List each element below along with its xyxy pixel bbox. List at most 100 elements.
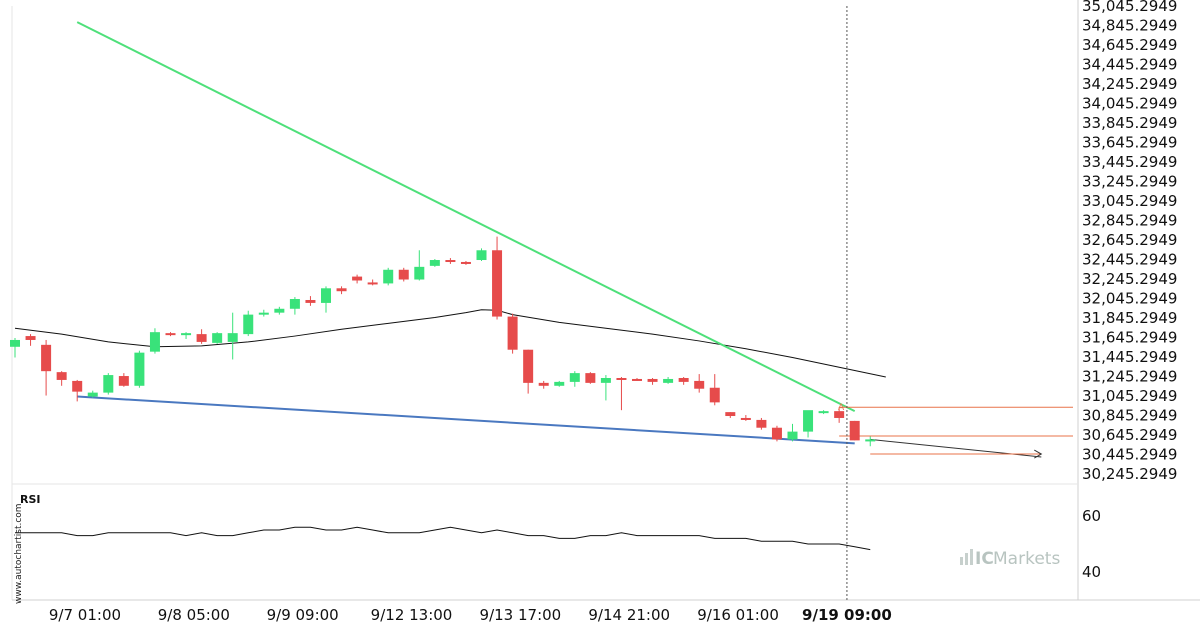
candle-down <box>352 276 363 281</box>
price-tick-label: 30,445.2949 <box>1082 446 1177 464</box>
rsi-tick-label: 40 <box>1082 563 1101 581</box>
price-tick-label: 34,445.2949 <box>1082 56 1177 74</box>
time-tick-label: 9/16 01:00 <box>697 606 779 624</box>
candle-up <box>600 377 611 383</box>
price-tick-label: 32,045.2949 <box>1082 290 1177 308</box>
candle-down <box>771 427 782 440</box>
candlesticks <box>10 236 876 447</box>
candle-up <box>476 250 487 261</box>
candle-down <box>367 282 378 285</box>
candle-down <box>616 377 627 380</box>
chart-frame <box>11 0 1200 601</box>
price-tick-label: 30,845.2949 <box>1082 407 1177 425</box>
candle-up <box>554 381 565 386</box>
candle-up <box>258 312 269 315</box>
candle-up <box>227 333 238 342</box>
moving-average-line <box>14 309 886 378</box>
candle-down <box>165 333 176 336</box>
candle-up <box>663 378 674 383</box>
candle-up <box>414 266 425 280</box>
candle-up <box>803 410 814 432</box>
candle-up <box>787 431 798 440</box>
time-tick-label: 9/13 17:00 <box>480 606 562 624</box>
time-tick-label: 9/8 05:00 <box>158 606 230 624</box>
price-tick-label: 31,045.2949 <box>1082 387 1177 405</box>
resistance-trendline <box>76 21 856 413</box>
candle-down <box>678 377 689 382</box>
rsi-tick-label: 60 <box>1082 507 1101 525</box>
candle-down <box>709 387 720 403</box>
candle-down <box>196 334 207 342</box>
time-tick-label: 9/12 13:00 <box>371 606 453 624</box>
price-levels <box>839 406 1073 459</box>
candle-down <box>445 260 456 263</box>
price-tick-label: 34,645.2949 <box>1082 36 1177 54</box>
price-tick-label: 32,845.2949 <box>1082 212 1177 230</box>
candle-up <box>181 333 192 336</box>
candle-up <box>103 375 114 393</box>
price-tick-label: 32,245.2949 <box>1082 270 1177 288</box>
candle-down <box>305 299 316 303</box>
pattern-marker-label: A <box>838 403 845 413</box>
candle-up <box>289 299 300 309</box>
candle-down <box>538 382 549 386</box>
candle-down <box>25 336 36 340</box>
moving-average <box>14 309 886 378</box>
candle-down <box>398 269 409 280</box>
candle-down <box>834 411 845 418</box>
brand-logo: IC Markets <box>960 549 1060 569</box>
price-tick-label: 31,445.2949 <box>1082 348 1177 366</box>
time-axis: 9/7 01:00 9/8 05:00 9/9 09:00 9/12 13:00 9/1… <box>49 606 892 624</box>
candle-down <box>694 380 705 389</box>
candle-up <box>321 288 331 303</box>
candle-down <box>740 417 751 420</box>
candle-down <box>336 288 347 292</box>
candle-down <box>118 376 129 386</box>
price-tick-label: 32,445.2949 <box>1082 251 1177 269</box>
rsi-label: RSI <box>20 493 41 506</box>
candle-down <box>507 316 518 350</box>
price-tick-label: 33,445.2949 <box>1082 153 1177 171</box>
candle-up <box>149 332 160 352</box>
candle-down <box>632 378 642 381</box>
candle-up <box>865 439 876 442</box>
candle-up <box>429 260 440 266</box>
price-tick-label: 31,245.2949 <box>1082 368 1177 386</box>
candle-up <box>818 411 829 414</box>
candle-down <box>72 380 83 392</box>
price-tick-label: 32,645.2949 <box>1082 231 1177 249</box>
brand-prefix: IC <box>975 549 994 569</box>
candle-up <box>243 314 254 335</box>
candle-down <box>725 412 736 417</box>
candle-down <box>460 261 471 264</box>
price-tick-label: 33,245.2949 <box>1082 173 1177 191</box>
brand-bars-icon <box>960 549 973 565</box>
rsi-indicator <box>15 526 871 551</box>
price-tick-label: 33,845.2949 <box>1082 114 1177 132</box>
price-tick-label: 35,045.2949 <box>1082 0 1177 15</box>
candle-up <box>10 339 20 347</box>
candle-up <box>383 269 394 284</box>
price-tick-label: 34,245.2949 <box>1082 75 1177 93</box>
rsi-line <box>15 526 871 551</box>
time-tick-label: 9/19 09:00 <box>802 606 892 624</box>
rsi-axis: 60 40 <box>1082 507 1101 581</box>
candle-up <box>134 352 145 386</box>
price-tick-label: 34,845.2949 <box>1082 17 1177 35</box>
candle-up <box>87 392 98 397</box>
candle-down <box>56 372 67 380</box>
candle-up <box>569 373 580 382</box>
candle-down <box>756 419 767 428</box>
candle-up <box>212 333 223 343</box>
trendlines <box>76 21 1042 458</box>
side-url: www.autochartist.com <box>14 503 24 604</box>
candle-down <box>492 250 503 317</box>
target-arrow-icon <box>1034 449 1043 459</box>
candle-up <box>274 308 285 313</box>
price-tick-label: 31,845.2949 <box>1082 309 1177 327</box>
price-tick-label: 31,645.2949 <box>1082 329 1177 347</box>
time-tick-label: 9/14 21:00 <box>588 606 670 624</box>
candle-down <box>523 349 534 383</box>
price-tick-label: 30,645.2949 <box>1082 426 1177 444</box>
